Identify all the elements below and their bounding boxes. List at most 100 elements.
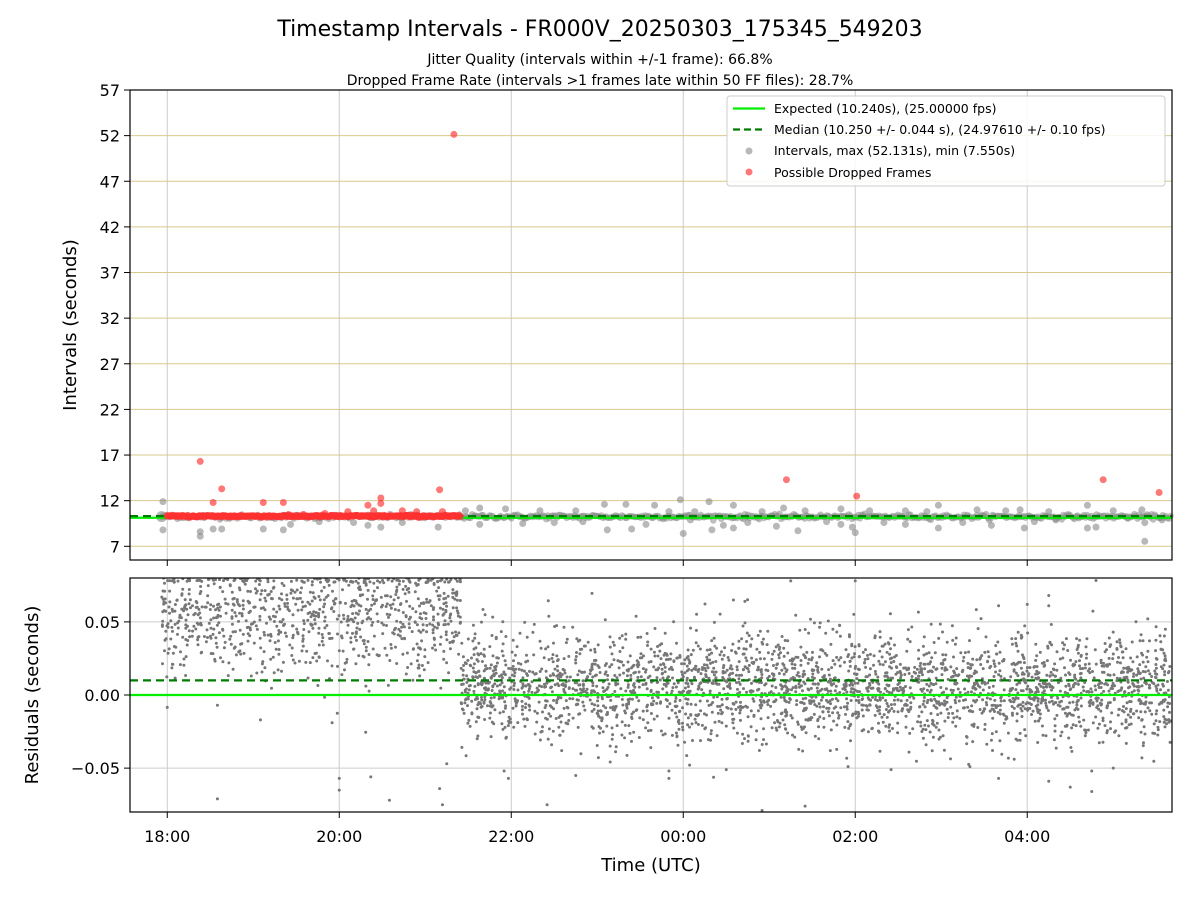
residual-point [1117,734,1121,738]
residual-point [844,712,847,716]
residual-point [372,634,376,638]
residual-point [311,656,315,660]
residual-point [750,681,753,685]
residual-point [1146,669,1150,673]
dropped-frame-rate-subtitle: Dropped Frame Rate (intervals >1 frames … [347,73,854,89]
residual-point [874,704,878,708]
residual-point [853,652,857,656]
residual-point [1060,730,1064,734]
residual-point [607,682,611,686]
residual-point [1148,683,1151,687]
residual-point [1091,670,1094,673]
residual-point [896,731,900,735]
residual-point [187,588,191,591]
residual-point [227,661,231,665]
residual-point [560,673,564,677]
residual-point [606,685,610,689]
residual-point [171,651,175,655]
residual-point [501,620,505,624]
residual-point [1083,681,1087,684]
residual-point [593,650,597,654]
residual-point [248,657,252,661]
residual-point [493,672,496,676]
residual-point [1118,638,1122,642]
residual-point [1075,703,1079,707]
residuals-y-tick-label: 0.05 [84,613,120,632]
residual-point [900,708,904,712]
residual-point [555,624,559,628]
residual-point [568,697,572,701]
dropped-frame-point [853,492,861,500]
residual-point [770,657,774,661]
residual-point [1085,652,1089,656]
residual-point [630,739,633,743]
residual-point [304,660,308,664]
residual-point [1082,718,1086,722]
residual-point [1010,711,1014,715]
residual-point [908,731,912,735]
residual-point [683,686,687,690]
residual-point [1019,703,1023,707]
residual-point [434,648,438,652]
residual-point [326,578,329,582]
residual-point [300,600,304,604]
residual-point [474,675,478,679]
residual-point [694,668,698,671]
residual-point [586,675,590,679]
residual-point [296,632,300,636]
residual-point [468,724,472,728]
residual-point [183,604,187,608]
residual-point [1150,701,1153,705]
residual-point [623,709,627,713]
residual-point [659,657,663,661]
residual-point [684,712,688,716]
residual-point [593,647,597,651]
residual-point [1024,702,1028,706]
residual-point [603,618,607,622]
residual-point [345,631,349,635]
residual-point [328,637,332,640]
residual-point [632,710,635,714]
residual-point [340,634,343,638]
residual-point [762,727,765,731]
residual-point [442,612,446,616]
residual-point [371,620,375,624]
residual-point [950,624,954,628]
residual-point [527,689,531,693]
residual-point [1028,707,1032,710]
residual-point [425,580,428,584]
residual-point [596,709,600,713]
residual-point [637,736,641,739]
residual-point [729,707,733,711]
residual-point [750,656,754,660]
residual-point [486,681,490,685]
residual-point [1045,673,1049,677]
residual-point [766,629,770,633]
residual-point [470,656,473,660]
residual-point [1020,715,1024,718]
residual-point [1019,666,1023,670]
residual-point [567,679,571,683]
residual-point [920,730,924,733]
residual-point [949,757,952,761]
residual-point [706,658,710,662]
residual-point [502,670,506,674]
residual-point [397,608,401,612]
residual-point [829,689,833,693]
residual-point [663,670,667,674]
interval-point [1002,507,1010,515]
intervals-y-tick-label: 22 [100,400,120,419]
residual-point [639,635,643,639]
residual-point [182,657,186,661]
residual-point [321,610,325,614]
residual-point [235,598,239,602]
residual-point [742,652,746,656]
residual-point [788,697,792,700]
residual-point [608,665,612,669]
residual-point [885,715,889,719]
residual-point [888,657,892,661]
interval-point [665,508,673,516]
residual-point [777,656,781,660]
residual-point [980,654,984,658]
residual-point [538,738,542,742]
